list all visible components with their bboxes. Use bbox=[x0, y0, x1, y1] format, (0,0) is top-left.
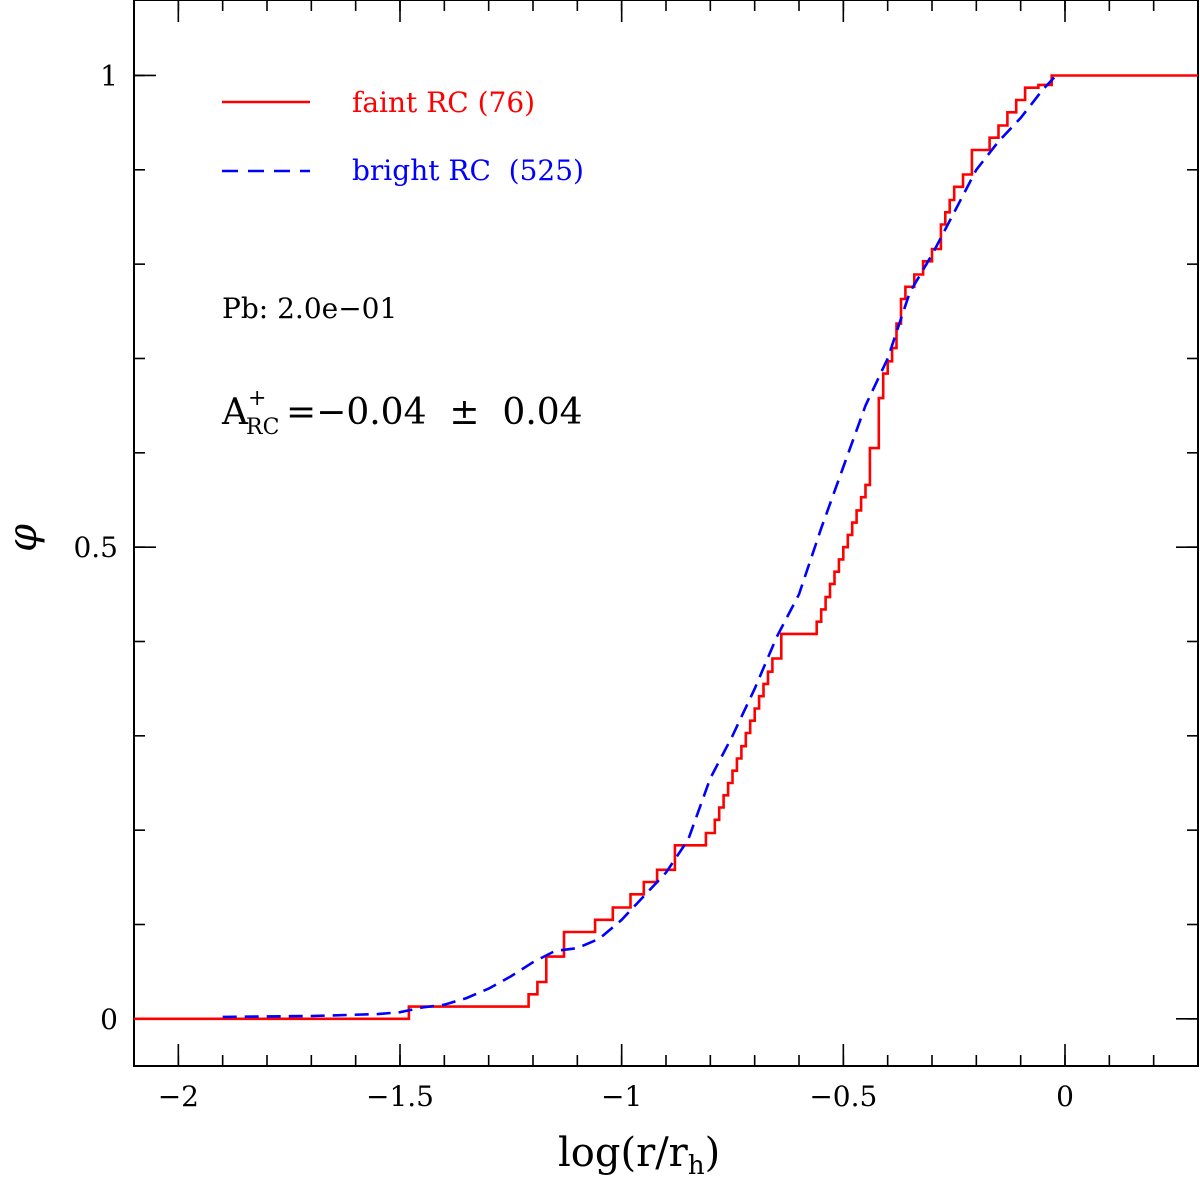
y-tick-label: 1 bbox=[100, 59, 118, 92]
series-line-bright-rc bbox=[222, 74, 1058, 1019]
a-symbol: A bbox=[221, 392, 249, 433]
x-tick-label: −0.5 bbox=[809, 1080, 877, 1113]
axis-ticks bbox=[133, 0, 1199, 1066]
asymmetry-annotation: A + RC =−0.04 ± 0.04 bbox=[221, 386, 583, 440]
x-axis-label-close: ) bbox=[705, 1130, 721, 1176]
legend: faint RC (76) bright RC (525) bbox=[222, 86, 584, 187]
a-value: =−0.04 ± 0.04 bbox=[286, 392, 583, 433]
x-axis-label: log(r/rh) bbox=[558, 1130, 720, 1181]
y-tick-label: 0.5 bbox=[73, 531, 118, 564]
axis-tick-labels: −2 −1.5 −1 −0.5 0 0 0.5 1 bbox=[73, 59, 1073, 1113]
pb-annotation: Pb: 2.0e−01 bbox=[222, 292, 397, 325]
a-superscript: + bbox=[248, 386, 266, 411]
legend-label-bright: bright RC (525) bbox=[352, 154, 584, 187]
x-tick-label: −1.5 bbox=[366, 1080, 434, 1113]
x-tick-label: −2 bbox=[158, 1080, 199, 1113]
a-subscript: RC bbox=[246, 415, 279, 440]
x-axis-label-main: log(r/r bbox=[558, 1130, 689, 1176]
x-tick-label: −1 bbox=[601, 1080, 642, 1113]
x-tick-label: 0 bbox=[1056, 1080, 1074, 1113]
series-line-faint-rc bbox=[134, 74, 1198, 1021]
plot-frame bbox=[133, 0, 1199, 1067]
x-axis-label-subscript: h bbox=[688, 1151, 705, 1181]
y-axis-label: φ bbox=[0, 524, 46, 552]
y-tick-label: 0 bbox=[100, 1003, 118, 1036]
legend-label-faint: faint RC (76) bbox=[352, 86, 535, 119]
series-layer bbox=[134, 74, 1198, 1021]
